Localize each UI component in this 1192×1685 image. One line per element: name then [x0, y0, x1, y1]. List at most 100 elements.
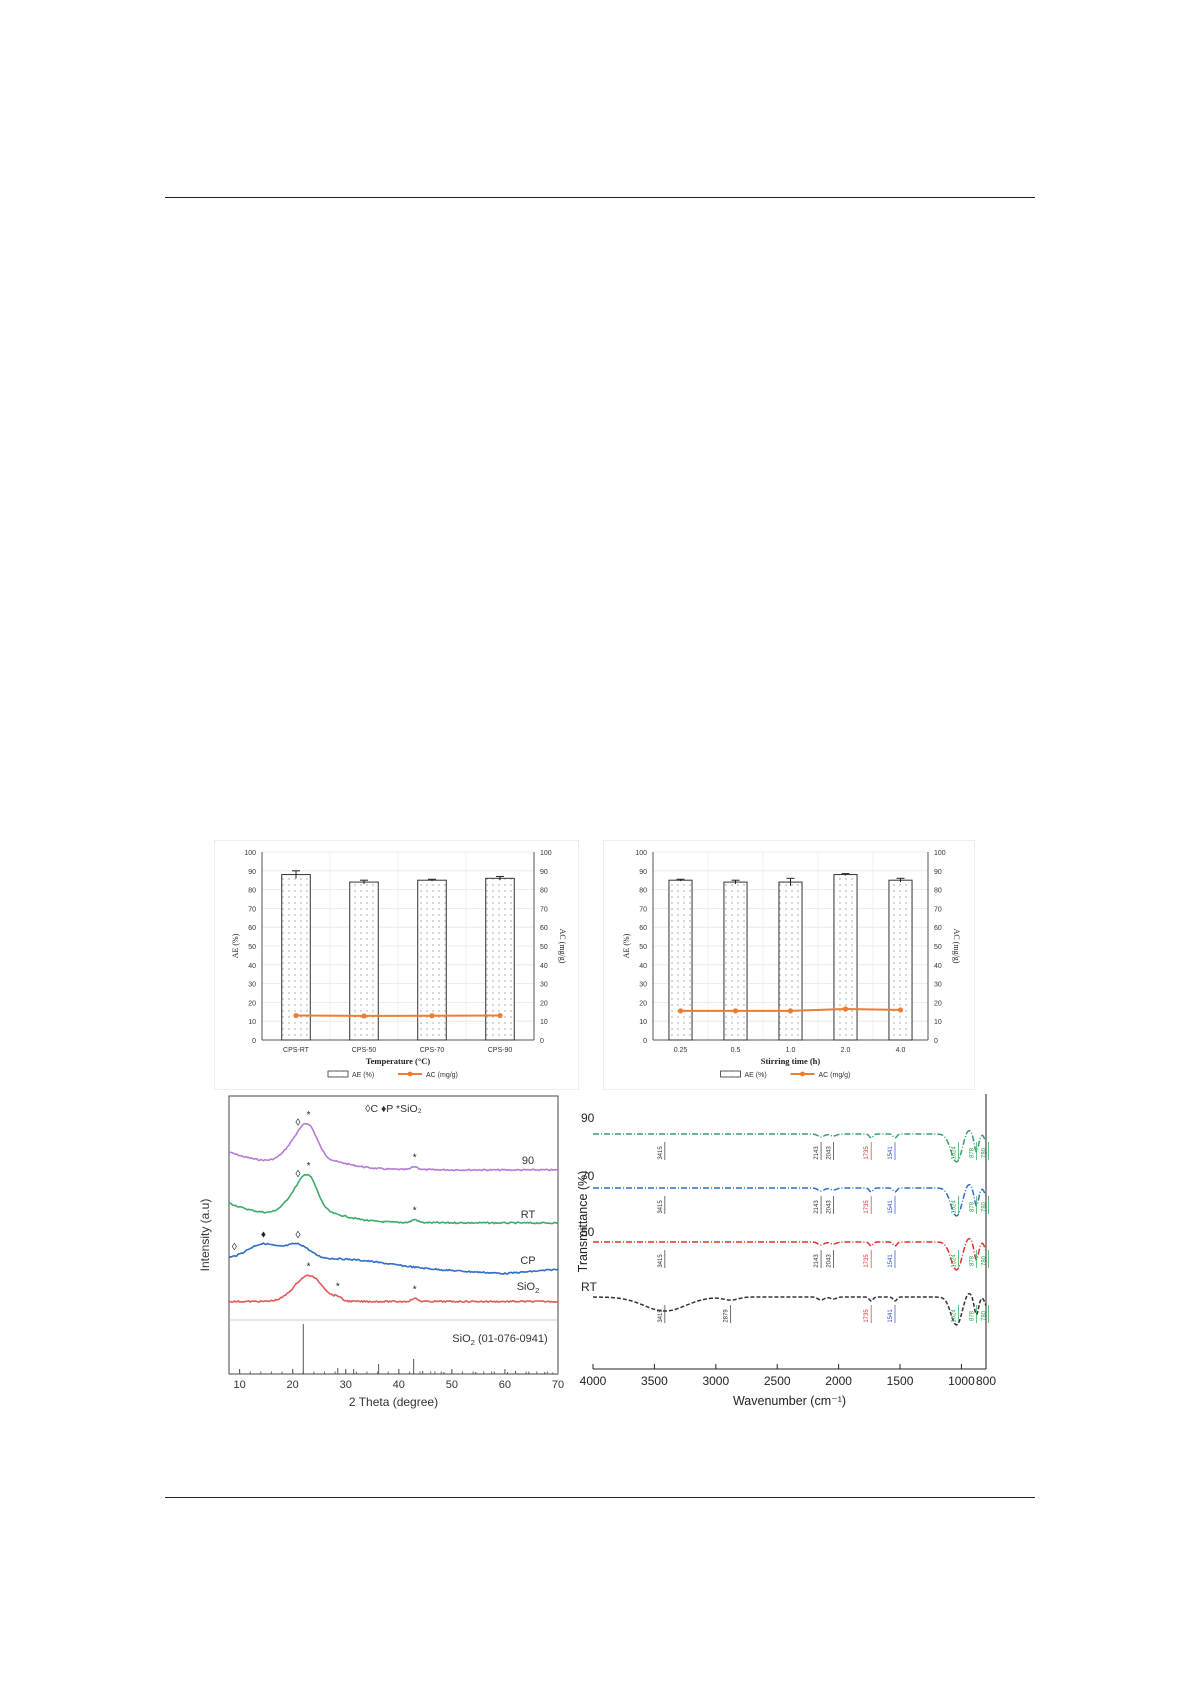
chart-a-panel: 0 0 10 10 20 20 30 30 40 40 50 50 60 60 70 70 80 80 90 90 10… — [214, 840, 579, 1090]
y2-tick-label: 10 — [934, 1019, 942, 1026]
peak-marker: * — [307, 1161, 311, 1172]
series-label: RT — [581, 1280, 597, 1294]
band-label: 3415 — [658, 1309, 664, 1323]
x-tick-label: CPS-RT — [283, 1047, 310, 1054]
band-label: 2143 — [814, 1146, 820, 1160]
chart-c: 10 20 30 40 50 60 70 2 Theta (degree) Intensity … — [198, 1095, 564, 1409]
series-label: CP — [520, 1255, 535, 1267]
peak-marker: * — [413, 1206, 417, 1217]
band-label: 1735 — [864, 1200, 870, 1214]
y2-axis-title: AC (mg/g) — [952, 929, 961, 964]
y-tick-label: 10 — [639, 1019, 647, 1026]
y-tick-label: 90 — [639, 869, 647, 876]
x-tick-label: 10 — [233, 1379, 245, 1391]
y2-tick-label: 60 — [540, 925, 548, 932]
band-label: 1024 — [951, 1200, 957, 1214]
x-tick-label: 50 — [446, 1379, 458, 1391]
plot-frame — [228, 1095, 559, 1375]
xrd-curve — [228, 1122, 559, 1172]
legend-label: AE (%) — [745, 1072, 767, 1079]
y-axis-title: AE (%) — [231, 933, 240, 958]
y-tick-label: 30 — [639, 982, 647, 989]
y-tick-label: 10 — [248, 1019, 256, 1026]
band-label: 780 — [981, 1147, 987, 1158]
y-tick-label: 50 — [248, 944, 256, 951]
bar — [888, 879, 913, 1041]
series-label: 90 — [522, 1155, 534, 1167]
y2-tick-label: 90 — [540, 869, 548, 876]
y-tick-label: 30 — [248, 982, 256, 989]
band-label: 780 — [981, 1310, 987, 1321]
y2-tick-label: 20 — [540, 1000, 548, 1007]
peak-marker: * — [413, 1285, 417, 1296]
legend-bar-swatch — [720, 1070, 741, 1078]
y2-tick-label: 40 — [540, 963, 548, 970]
band-label: 780 — [981, 1201, 987, 1212]
legend-bar-swatch — [327, 1070, 349, 1078]
y-tick-label: 90 — [248, 869, 256, 876]
y2-tick-label: 30 — [540, 982, 548, 989]
y-tick-label: 70 — [248, 906, 256, 913]
x-tick-label: 30 — [340, 1379, 352, 1391]
y-tick-label: 40 — [639, 963, 647, 970]
y-axis-title: Transmittance (%) — [578, 1171, 590, 1273]
peak-marker: * — [307, 1110, 311, 1121]
x-tick-label: 20 — [287, 1379, 299, 1391]
band-label: 1735 — [864, 1254, 870, 1268]
y2-tick-label: 70 — [540, 906, 548, 913]
ftir-curve — [593, 1237, 987, 1271]
y2-tick-label: 80 — [540, 888, 548, 895]
band-label: 1541 — [888, 1254, 894, 1268]
y-tick-label: 0 — [643, 1038, 647, 1045]
y2-tick-label: 40 — [934, 963, 942, 970]
x-tick-label: 800 — [976, 1374, 996, 1388]
x-tick-label: 2500 — [764, 1374, 791, 1388]
x-tick-label: 0.25 — [674, 1047, 688, 1054]
y-tick-label: 70 — [639, 906, 647, 913]
ftir-curve — [593, 1129, 987, 1163]
series-label: RT — [521, 1209, 536, 1221]
peak-marker: * — [307, 1262, 311, 1273]
band-label: 1024 — [951, 1254, 957, 1268]
band-label: 878 — [969, 1255, 975, 1266]
y-tick-label: 100 — [244, 850, 256, 857]
y-axis-title: AE (%) — [622, 933, 631, 958]
x-tick-label: 0.5 — [731, 1047, 741, 1054]
peak-marker: * — [413, 1153, 417, 1164]
band-label: 2043 — [826, 1254, 832, 1268]
band-label: 1024 — [951, 1309, 957, 1323]
band-label: 3415 — [658, 1146, 664, 1160]
y2-tick-label: 100 — [540, 850, 552, 857]
x-tick-label: CPS-70 — [420, 1047, 445, 1054]
band-label: 1541 — [888, 1200, 894, 1214]
y2-tick-label: 90 — [934, 869, 942, 876]
legend-line-marker — [800, 1071, 805, 1077]
bar — [668, 879, 693, 1041]
y-tick-label: 60 — [639, 925, 647, 932]
x-tick-label: 3000 — [702, 1374, 729, 1388]
x-tick-label: CPS-50 — [352, 1047, 377, 1054]
band-label: 878 — [969, 1201, 975, 1212]
y-tick-label: 40 — [248, 963, 256, 970]
ac-point — [787, 1008, 794, 1014]
series-label: SiO2 — [517, 1281, 540, 1295]
ac-point — [497, 1012, 503, 1019]
x-tick-label: 60 — [499, 1379, 511, 1391]
x-tick-label: 3500 — [641, 1374, 668, 1388]
x-tick-label: CPS-90 — [488, 1047, 513, 1054]
x-tick-label: 1000 — [948, 1374, 975, 1388]
peak-marker: ◊ — [296, 1169, 301, 1180]
band-label: 2043 — [826, 1146, 832, 1160]
band-label: 3415 — [658, 1200, 664, 1214]
y2-axis-title: AC (mg/g) — [558, 929, 567, 964]
x-tick-label: 1.0 — [786, 1047, 796, 1054]
chart-b-panel: 0 0 10 10 20 20 30 30 40 40 50 50 60 60 70 70 80 80 90 90 10… — [603, 840, 975, 1090]
y-tick-label: 20 — [248, 1000, 256, 1007]
x-tick-label: 40 — [393, 1379, 405, 1391]
y-tick-label: 80 — [639, 888, 647, 895]
bar — [778, 881, 803, 1041]
ftir-curve — [593, 1183, 987, 1217]
y-tick-label: 60 — [248, 925, 256, 932]
band-label: 878 — [969, 1310, 975, 1321]
phase-legend: ◊C ♦P *SiO₂ — [365, 1103, 421, 1115]
